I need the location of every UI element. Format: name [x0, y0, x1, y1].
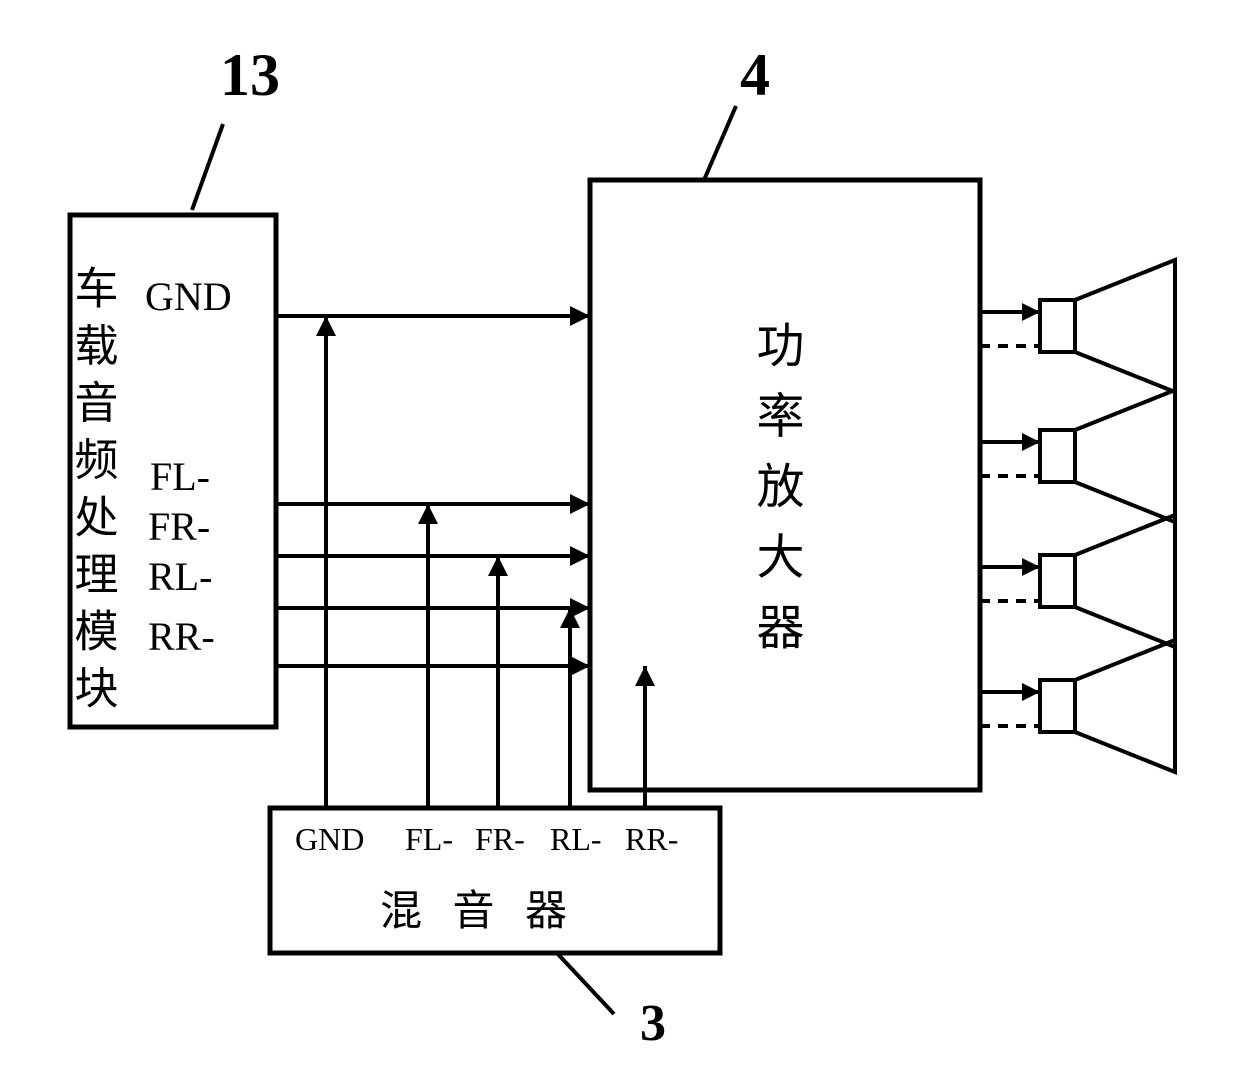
speaker-4	[980, 640, 1175, 772]
pin-rr-label: RR-	[148, 614, 215, 659]
mixer-pin-rr: RR-	[625, 821, 678, 857]
pin-fr-label: FR-	[148, 504, 210, 549]
mixer-label: 混 音 器	[380, 888, 577, 935]
pin-fl-label: FL-	[150, 454, 210, 499]
speaker-3	[980, 515, 1175, 647]
mixer-arrow-gnd	[316, 316, 336, 336]
arrow-fr	[570, 546, 590, 566]
arrow-gnd	[570, 306, 590, 326]
callout-4-line	[704, 106, 736, 180]
callout-3-line	[556, 952, 614, 1014]
mixer-arrow-rr	[635, 666, 655, 686]
mixer-pin-fl: FL-	[405, 821, 453, 857]
mixer-pin-fr: FR-	[475, 821, 525, 857]
callout-13-line	[192, 124, 223, 210]
arrow-fl	[570, 494, 590, 514]
pin-rl-label: RL-	[148, 554, 212, 599]
mixer-arrow-fl	[418, 504, 438, 524]
mixer-pin-rl: RL-	[550, 821, 602, 857]
arrow-rr	[570, 656, 590, 676]
mixer-arrow-fr	[488, 556, 508, 576]
mixer-pin-gnd: GND	[295, 821, 364, 857]
callout-13-label: 13	[220, 42, 280, 108]
callout-4-label: 4	[740, 42, 770, 108]
speaker-2	[980, 390, 1175, 522]
speaker-1	[980, 260, 1175, 392]
callout-3-label: 3	[640, 995, 666, 1052]
pin-gnd-label: GND	[145, 274, 232, 319]
audio-module-label: 车载音频处理模块	[68, 265, 118, 709]
amplifier-label: 功率放大器	[749, 320, 804, 650]
